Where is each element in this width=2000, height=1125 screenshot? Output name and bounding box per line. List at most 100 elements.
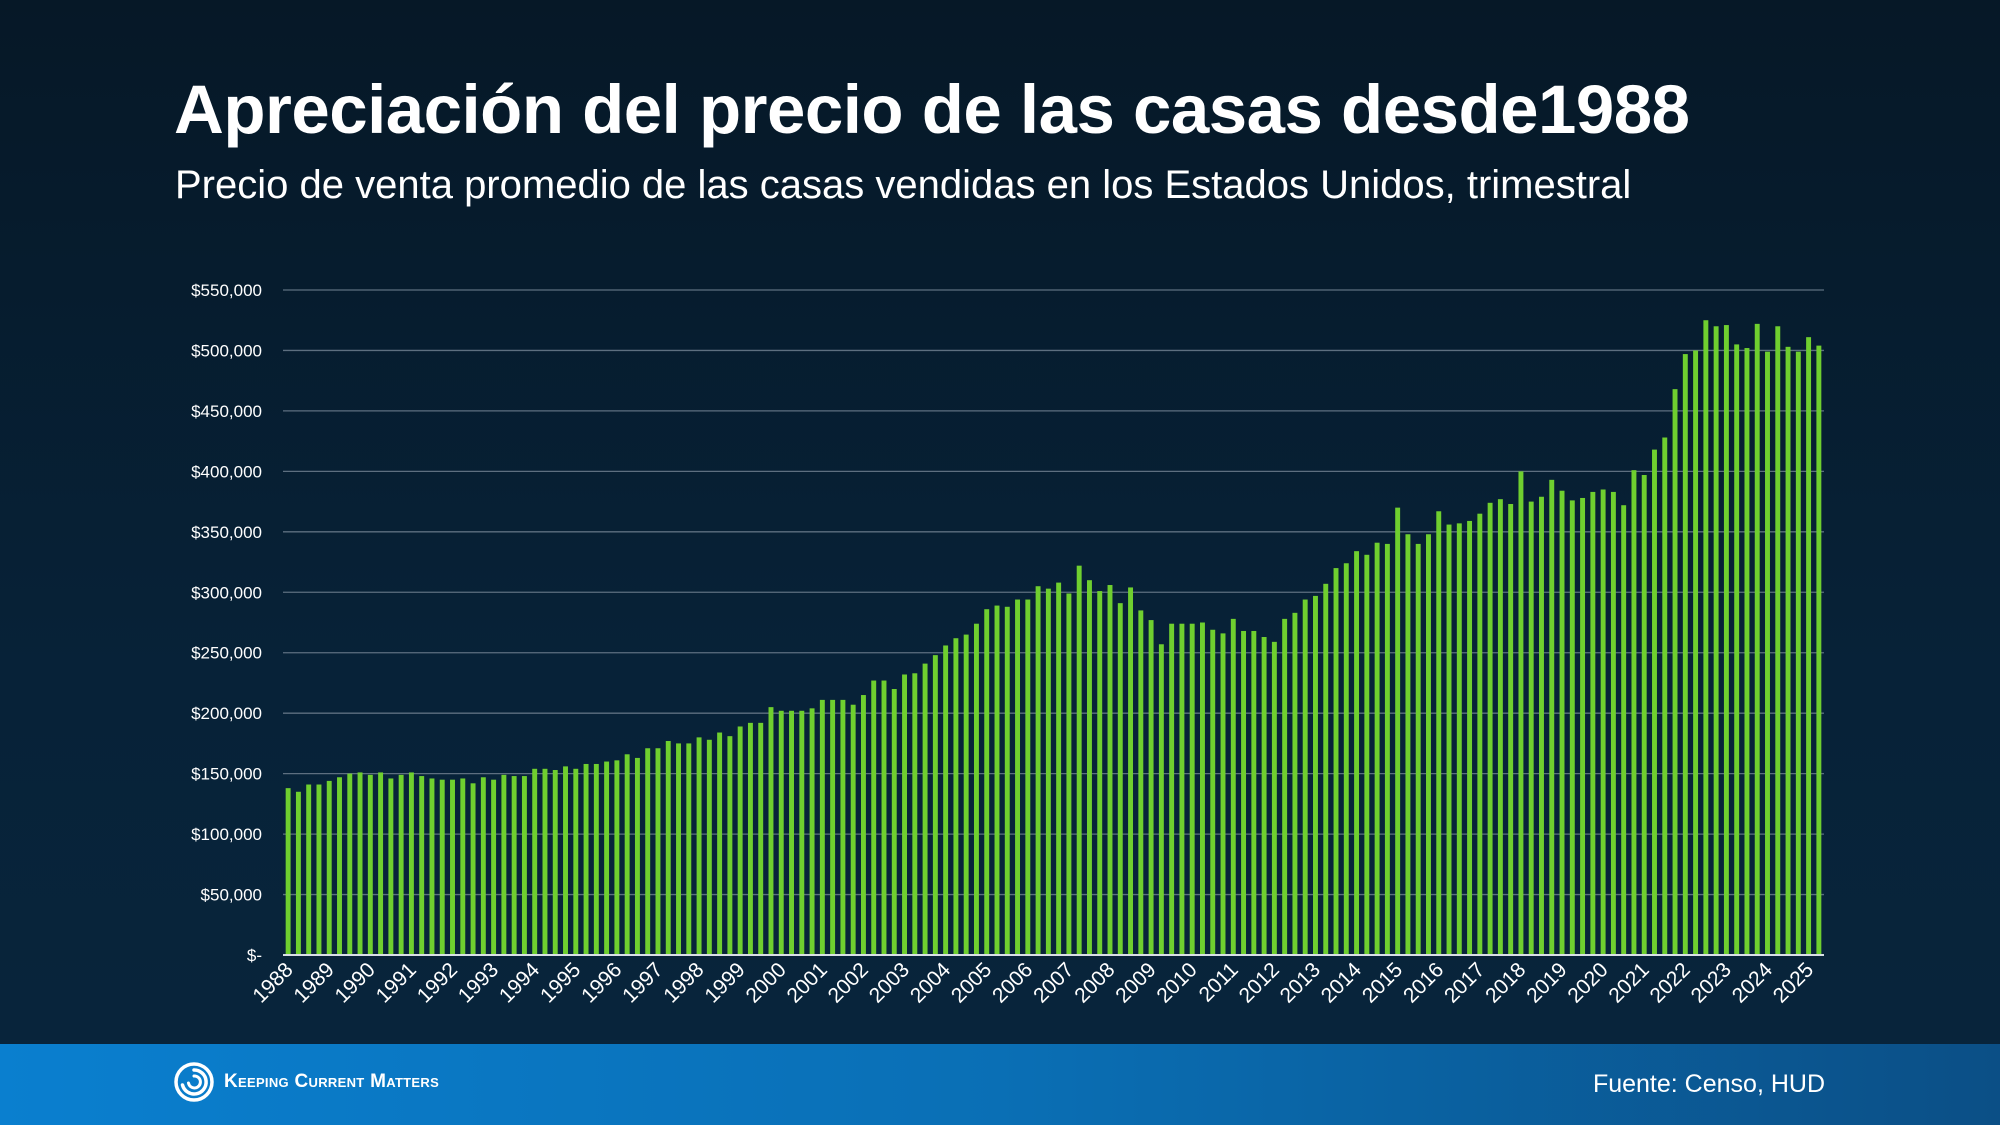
x-tick-label: 2014	[1317, 958, 1367, 1008]
bar	[1631, 470, 1637, 955]
x-tick-label: 2005	[947, 958, 996, 1007]
x-tick-label: 1989	[289, 958, 338, 1007]
bar	[932, 655, 938, 955]
y-tick-label: $50,000	[201, 886, 262, 905]
x-tick-label: 2007	[1029, 958, 1078, 1007]
bar	[1621, 505, 1627, 955]
bar	[1795, 351, 1801, 955]
bar	[1343, 563, 1349, 955]
bar	[1241, 630, 1247, 955]
bar	[1765, 351, 1770, 955]
x-tick-label: 2020	[1563, 958, 1612, 1007]
bar	[419, 776, 425, 955]
x-tick-label: 1990	[331, 958, 380, 1007]
bar	[429, 778, 435, 955]
bar	[706, 739, 712, 955]
bar	[727, 736, 733, 955]
bar	[1210, 629, 1216, 955]
bar	[337, 777, 342, 955]
bar	[1302, 599, 1308, 955]
bar	[624, 754, 630, 955]
bar	[1158, 644, 1164, 955]
brand-name: Keeping Current Matters	[224, 1071, 440, 1092]
bar	[1672, 389, 1678, 955]
bar	[1518, 471, 1524, 955]
bar	[1056, 582, 1062, 955]
bar	[963, 634, 969, 955]
bar	[1559, 490, 1565, 955]
bar	[604, 761, 610, 955]
bar	[1436, 511, 1442, 955]
x-tick-label: 1997	[618, 958, 667, 1007]
x-tick-label: 2013	[1276, 958, 1325, 1007]
x-tick-label: 2024	[1728, 958, 1778, 1008]
y-tick-label: $450,000	[191, 402, 262, 421]
bar	[737, 726, 743, 955]
x-tick-label: 1992	[413, 958, 462, 1007]
y-tick-label: $150,000	[191, 765, 262, 784]
x-tick-label: 2015	[1358, 958, 1407, 1007]
bar	[1785, 346, 1791, 955]
bar	[809, 708, 815, 955]
bar	[378, 772, 384, 955]
x-tick-label: 2006	[988, 958, 1037, 1007]
chart-subtitle: Precio de venta promedio de las casas ve…	[175, 163, 1632, 207]
x-tick-label: 2022	[1646, 958, 1695, 1007]
bar	[583, 763, 589, 955]
bar	[357, 772, 363, 955]
bar	[973, 623, 979, 955]
bar	[1600, 489, 1606, 955]
bar	[1590, 491, 1596, 955]
bar	[676, 743, 681, 955]
bar	[789, 710, 794, 955]
bar	[1004, 606, 1010, 955]
bar-chart: $- $50,000 $100,000 $150,000 $200,000 $250,00…	[191, 289, 1824, 1008]
bar	[1354, 551, 1360, 955]
bar	[1662, 437, 1668, 955]
chart-title: Apreciación del precio de las casas desd…	[174, 71, 1690, 148]
y-tick-label: $400,000	[191, 462, 262, 481]
y-tick-label: $100,000	[191, 825, 262, 844]
bar	[1313, 595, 1318, 955]
bar	[902, 674, 908, 955]
bar	[439, 779, 445, 955]
bar	[491, 779, 497, 955]
bar	[1107, 585, 1113, 955]
y-tick-label: $350,000	[191, 523, 262, 542]
bar	[1035, 586, 1041, 955]
bar	[1251, 630, 1257, 955]
bar	[922, 663, 928, 955]
bar	[326, 780, 332, 955]
bar	[1271, 641, 1277, 955]
bar	[408, 772, 414, 955]
bar	[1405, 534, 1411, 955]
y-tick-label: $250,000	[191, 644, 262, 663]
x-tick-label: 2018	[1481, 958, 1530, 1007]
y-tick-label: $200,000	[191, 704, 262, 723]
bar	[1169, 623, 1175, 955]
x-tick-label: 2003	[865, 958, 914, 1007]
bar	[295, 791, 301, 955]
x-tick-label: 2001	[783, 958, 832, 1007]
bar	[1282, 618, 1288, 955]
bar	[943, 645, 949, 955]
bar	[665, 740, 671, 955]
x-tick-label: 1995	[536, 958, 585, 1007]
bar	[563, 766, 568, 955]
bar	[1364, 554, 1370, 955]
bar	[1744, 348, 1750, 955]
bar	[1497, 499, 1503, 955]
bar	[306, 784, 312, 955]
x-tick-label: 1991	[372, 958, 421, 1007]
bar	[1641, 474, 1647, 955]
x-tick-label: 2023	[1687, 958, 1736, 1007]
bar	[1477, 513, 1483, 955]
bar	[367, 774, 373, 955]
bar	[850, 704, 856, 955]
x-tick-label: 2017	[1440, 958, 1489, 1007]
bar	[285, 788, 291, 955]
bar	[1569, 500, 1575, 955]
bar	[480, 777, 486, 955]
bar	[1528, 501, 1534, 955]
bar	[891, 689, 897, 955]
